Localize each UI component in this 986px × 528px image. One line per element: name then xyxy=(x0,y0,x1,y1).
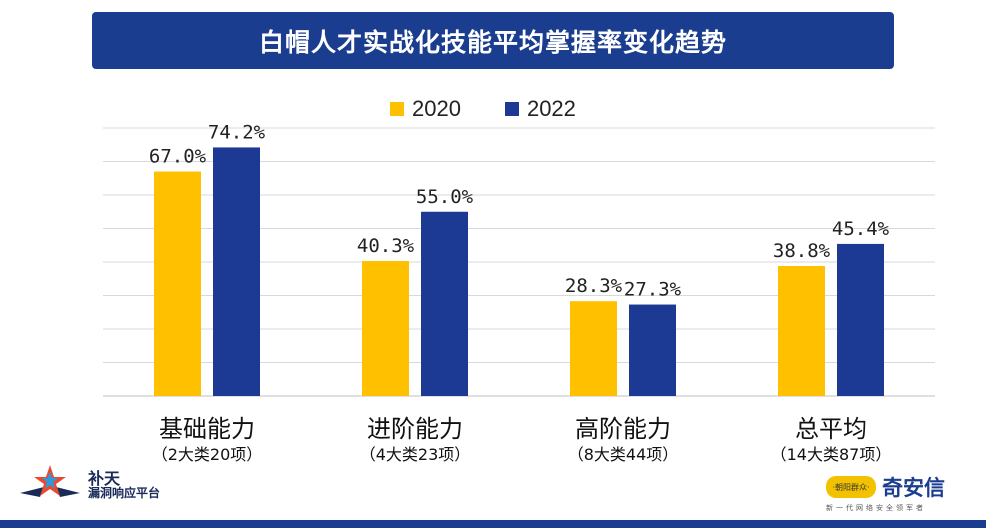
category-label-1: 基础能力 xyxy=(159,415,255,443)
bar-2020-4 xyxy=(778,266,825,396)
bar-2020-1 xyxy=(154,171,201,396)
data-label-2022-4: 45.4% xyxy=(832,218,890,240)
category-subtitle-4: （14大类87项） xyxy=(771,445,892,464)
chart-title: 白帽人才实战化技能平均掌握率变化趋势 xyxy=(92,12,894,69)
bar-2022-1 xyxy=(213,147,260,396)
bottom-stripe xyxy=(0,520,986,528)
legend-item-2020: 2020 xyxy=(390,96,461,122)
mascot-badge: ·朝阳群众· xyxy=(826,476,876,498)
bar-2022-4 xyxy=(837,243,884,396)
data-label-2022-2: 55.0% xyxy=(416,186,474,208)
bar-2020-3 xyxy=(570,301,617,396)
category-subtitle-2: （4大类23项） xyxy=(360,445,471,464)
category-subtitle-3: （8大类44项） xyxy=(568,445,679,464)
data-label-2020-1: 67.0% xyxy=(149,146,207,168)
data-label-2020-4: 38.8% xyxy=(773,240,831,262)
legend-item-2022: 2022 xyxy=(504,96,576,122)
data-label-2022-1: 74.2% xyxy=(208,121,266,143)
legend-swatch-2022 xyxy=(504,102,519,116)
legend-label-2022: 2022 xyxy=(526,96,576,121)
star-wings-icon xyxy=(20,465,80,497)
qianxin-name: 奇安信 xyxy=(882,476,945,500)
legend: 2020 2022 xyxy=(390,96,576,122)
category-label-2: 进阶能力 xyxy=(367,415,463,443)
bar-2020-2 xyxy=(362,260,409,396)
legend-label-2020: 2020 xyxy=(412,96,461,121)
data-label-2022-3: 27.3% xyxy=(624,279,682,301)
category-label-3: 高阶能力 xyxy=(575,415,671,443)
butian-name: 补天 xyxy=(88,468,121,488)
category-label-4: 总平均 xyxy=(795,415,867,443)
butian-subtitle: 漏洞响应平台 xyxy=(88,486,161,501)
category-subtitle-1: （2大类20项） xyxy=(152,445,263,464)
legend-swatch-2020 xyxy=(390,102,404,116)
qianxin-slogan: 新一代网络安全领军者 xyxy=(826,504,926,512)
data-label-2020-3: 28.3% xyxy=(565,275,623,297)
bar-2022-3 xyxy=(629,304,676,396)
data-label-2020-2: 40.3% xyxy=(357,235,415,257)
butian-logo: 补天 漏洞响应平台 xyxy=(18,463,160,507)
bar-2022-2 xyxy=(421,211,468,396)
qianxin-logo: ·朝阳群众· 奇安信 新一代网络安全领军者 xyxy=(826,472,945,513)
